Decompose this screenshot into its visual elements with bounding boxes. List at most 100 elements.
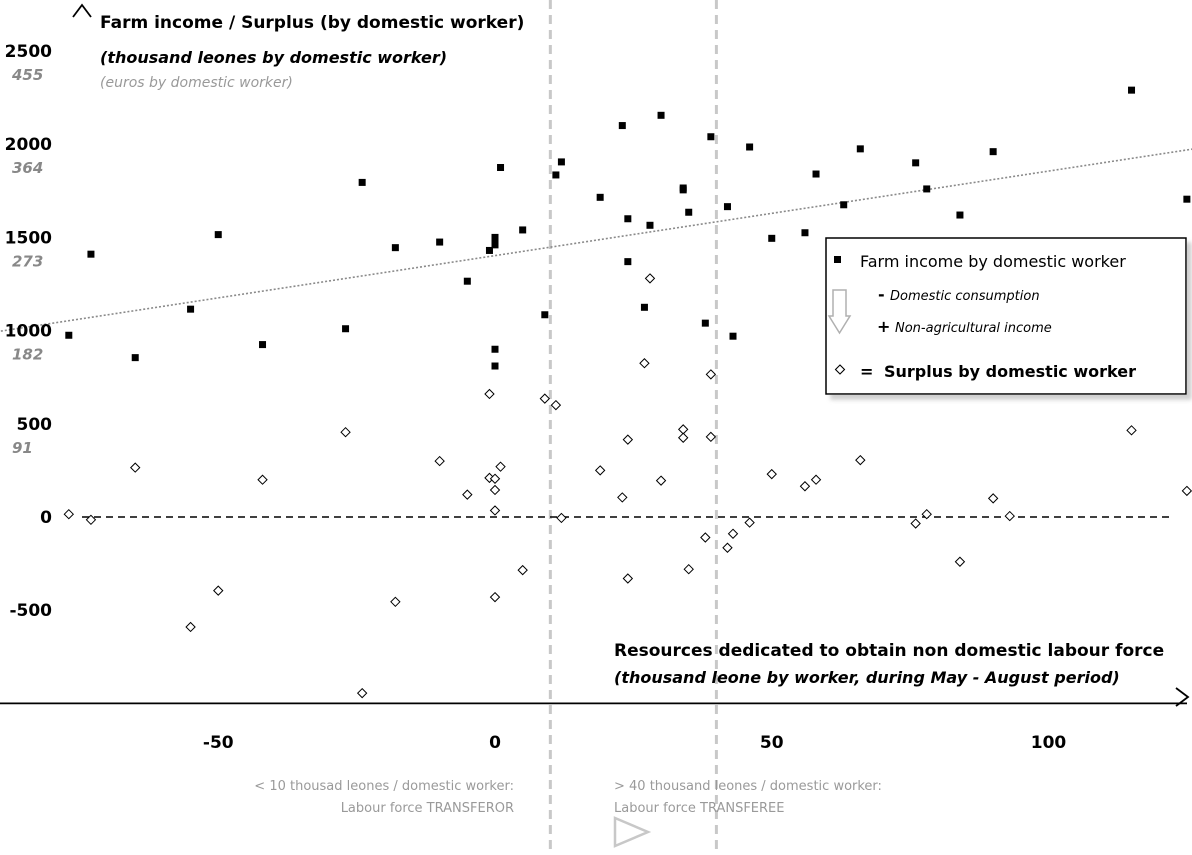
surplus-point-25 [622, 434, 634, 445]
income-point-4 [187, 305, 195, 313]
x-tick-4: 100 [1031, 733, 1067, 753]
legend-minus-sign: - [878, 285, 885, 304]
surplus-point-43 [855, 454, 866, 466]
surplus-point-49 [1126, 425, 1137, 436]
arrow-down-icon [827, 289, 852, 335]
y-tick-6: 2500 [5, 42, 52, 62]
income-point-36 [729, 332, 737, 340]
y-tick-4: 1500 [5, 228, 52, 248]
y-tick-0: -500 [9, 601, 52, 621]
surplus-point-46 [954, 556, 966, 567]
surplus-point-32 [683, 563, 694, 575]
chart-title: Farm income / Surplus (by domestic worke… [100, 13, 524, 33]
income-point-2 [87, 250, 95, 258]
x-tick-3: 50 [760, 733, 784, 753]
y-tick-labels: -500 0 500 1000 1500 2000 2500 91 182 273 364 455 [5, 42, 52, 621]
income-point-28 [646, 221, 654, 229]
income-point-17 [491, 345, 499, 353]
y-tick-euro-3: 364 [12, 159, 43, 177]
income-point-3 [131, 354, 139, 362]
surplus-point-19 [517, 564, 528, 576]
income-point-32 [685, 208, 693, 216]
legend-square-icon [834, 256, 841, 263]
y-tick-5: 2000 [5, 135, 52, 155]
income-point-49 [1183, 195, 1191, 203]
surplus-point-28 [644, 273, 656, 284]
y-tick-euro-2: 273 [12, 252, 43, 270]
income-point-18 [491, 362, 499, 370]
surplus-point-2 [85, 514, 97, 526]
legend-equals-sign: = [860, 362, 873, 381]
surplus-point-36 [722, 542, 733, 553]
income-point-38 [768, 234, 776, 242]
x-axis-subtitle: (thousand leone by worker, during May - … [614, 668, 1120, 687]
surplus-point-37 [727, 528, 739, 539]
income-point-43 [912, 159, 920, 167]
triangle-right-icon [613, 816, 652, 848]
trend-dotted-line [0, 148, 1192, 333]
income-point-1 [65, 331, 73, 339]
income-point-40 [812, 170, 820, 178]
surplus-point-5 [213, 585, 224, 596]
income-point-8 [358, 178, 366, 186]
income-point-22 [557, 158, 565, 166]
annotation-transferee-line2: Labour force TRANSFEREE [614, 801, 784, 816]
surplus-point-16 [489, 591, 501, 603]
surplus-point-34 [705, 431, 717, 443]
surplus-point-45 [921, 508, 932, 520]
surplus-point-9 [390, 596, 401, 608]
income-point-31 [679, 184, 687, 192]
chart-subtitle-euro: (euros by domestic worker) [100, 75, 293, 91]
surplus-point-22 [556, 512, 567, 524]
surplus-points [63, 273, 1192, 699]
surplus-point-17 [495, 461, 506, 472]
x-tick-2: 0 [489, 733, 501, 753]
annotation-transferor-line2: Labour force TRANSFEROR [341, 801, 514, 816]
income-point-26 [624, 258, 632, 266]
income-point-48 [1128, 86, 1136, 94]
income-point-5 [214, 231, 222, 239]
legend-income: Farm income by domestic worker [860, 252, 1126, 271]
income-point-25 [624, 215, 632, 223]
legend-surplus: Surplus by domestic worker [884, 362, 1136, 381]
income-point-23 [596, 193, 604, 201]
surplus-point-26 [622, 573, 634, 584]
income-point-34 [707, 133, 715, 141]
surplus-point-3 [130, 462, 141, 473]
annotation-transferor-line1: < 10 thousad leones / domestic worker: [254, 779, 514, 794]
income-point-12 [485, 246, 493, 254]
income-point-33 [701, 319, 709, 327]
income-point-39 [801, 229, 809, 237]
legend: Farm income by domestic worker - Domesti… [825, 237, 1187, 395]
income-point-20 [541, 311, 549, 319]
legend-minus: Domestic consumption [890, 289, 1040, 304]
surplus-point-20 [539, 393, 551, 404]
y-tick-2: 500 [17, 415, 53, 435]
income-point-45 [956, 211, 964, 219]
surplus-point-24 [617, 492, 628, 503]
income-point-10 [436, 238, 444, 246]
y-tick-3: 1000 [5, 322, 52, 342]
surplus-point-30 [677, 424, 689, 435]
surplus-point-38 [744, 517, 755, 528]
surplus-point-41 [810, 474, 822, 485]
y-tick-euro-0: 91 [12, 439, 33, 457]
surplus-point-40 [799, 481, 811, 492]
income-point-29 [657, 111, 665, 119]
income-point-7 [342, 325, 350, 333]
income-point-44 [923, 185, 931, 193]
income-point-42 [856, 145, 864, 153]
income-point-6 [259, 341, 267, 349]
surplus-point-27 [639, 358, 650, 369]
y-tick-euro-1: 182 [12, 346, 43, 364]
income-point-16 [497, 164, 505, 171]
y-tick-1: 0 [40, 508, 52, 528]
surplus-point-8 [356, 687, 368, 699]
surplus-point-1 [63, 508, 75, 520]
surplus-point-29 [655, 475, 667, 486]
x-tick-labels: -100-50050100150200 [203, 733, 1067, 753]
surplus-point-39 [766, 468, 777, 480]
income-point-35 [723, 203, 731, 211]
income-point-15 [491, 233, 499, 241]
